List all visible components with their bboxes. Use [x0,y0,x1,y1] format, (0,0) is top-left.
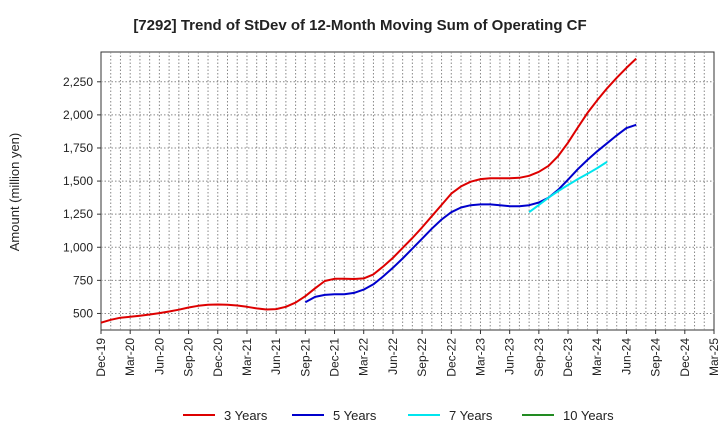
x-tick-label: Mar-25 [707,338,720,376]
series-line-3-years [100,57,637,324]
y-tick-label: 2,250 [63,75,93,89]
x-tick-label: Jun-23 [503,338,517,375]
grid-lines [101,52,714,330]
x-tick-label: Dec-23 [561,338,575,377]
x-tick-label: Mar-20 [123,338,137,376]
series-line-7-years [528,161,608,214]
x-tick-label: Dec-24 [678,338,692,377]
legend-label: 7 Years [449,408,493,423]
x-tick-label: Sep-20 [182,338,196,377]
x-tick-label: Sep-22 [415,338,429,377]
series-line-5-years [304,123,637,304]
y-tick-label: 1,500 [63,174,93,188]
x-tick-label: Mar-21 [240,338,254,376]
series-lines [100,57,637,324]
x-tick-label: Mar-23 [473,338,487,376]
chart-title: [7292] Trend of StDev of 12-Month Moving… [133,17,586,34]
y-tick-label: 1,000 [63,240,93,254]
x-tick-label: Jun-22 [386,338,400,375]
x-tick-label: Sep-21 [298,338,312,377]
legend-label: 10 Years [563,408,614,423]
plot-area [100,51,715,331]
x-tick-label: Sep-23 [532,338,546,377]
y-tick-label: 750 [73,273,93,287]
legend-label: 5 Years [333,408,377,423]
x-axis-ticks: Dec-19 Mar-20 Jun-20 Sep-20 Dec-20 Mar-21 Jun-… [94,330,720,377]
y-tick-label: 1,750 [63,141,93,155]
y-axis-label: Amount (million yen) [7,133,22,252]
y-tick-label: 500 [73,306,93,320]
x-tick-label: Mar-24 [590,338,604,376]
y-tick-label: 1,250 [63,207,93,221]
legend: 3 Years 5 Years 7 Years 10 Years [183,408,614,423]
x-tick-label: Jun-21 [269,338,283,375]
x-tick-label: Dec-22 [444,338,458,377]
legend-label: 3 Years [224,408,268,423]
x-tick-label: Jun-24 [619,338,633,375]
y-tick-label: 2,000 [63,108,93,122]
x-tick-label: Dec-21 [328,338,342,377]
x-tick-label: Jun-20 [152,338,166,375]
x-tick-label: Dec-19 [94,338,108,377]
x-tick-label: Sep-24 [649,338,663,377]
x-tick-label: Mar-22 [357,338,371,376]
y-axis-ticks: 500 750 1,000 1,250 1,500 1,750 2,000 2,250 [63,75,101,320]
x-tick-label: Dec-20 [211,338,225,377]
